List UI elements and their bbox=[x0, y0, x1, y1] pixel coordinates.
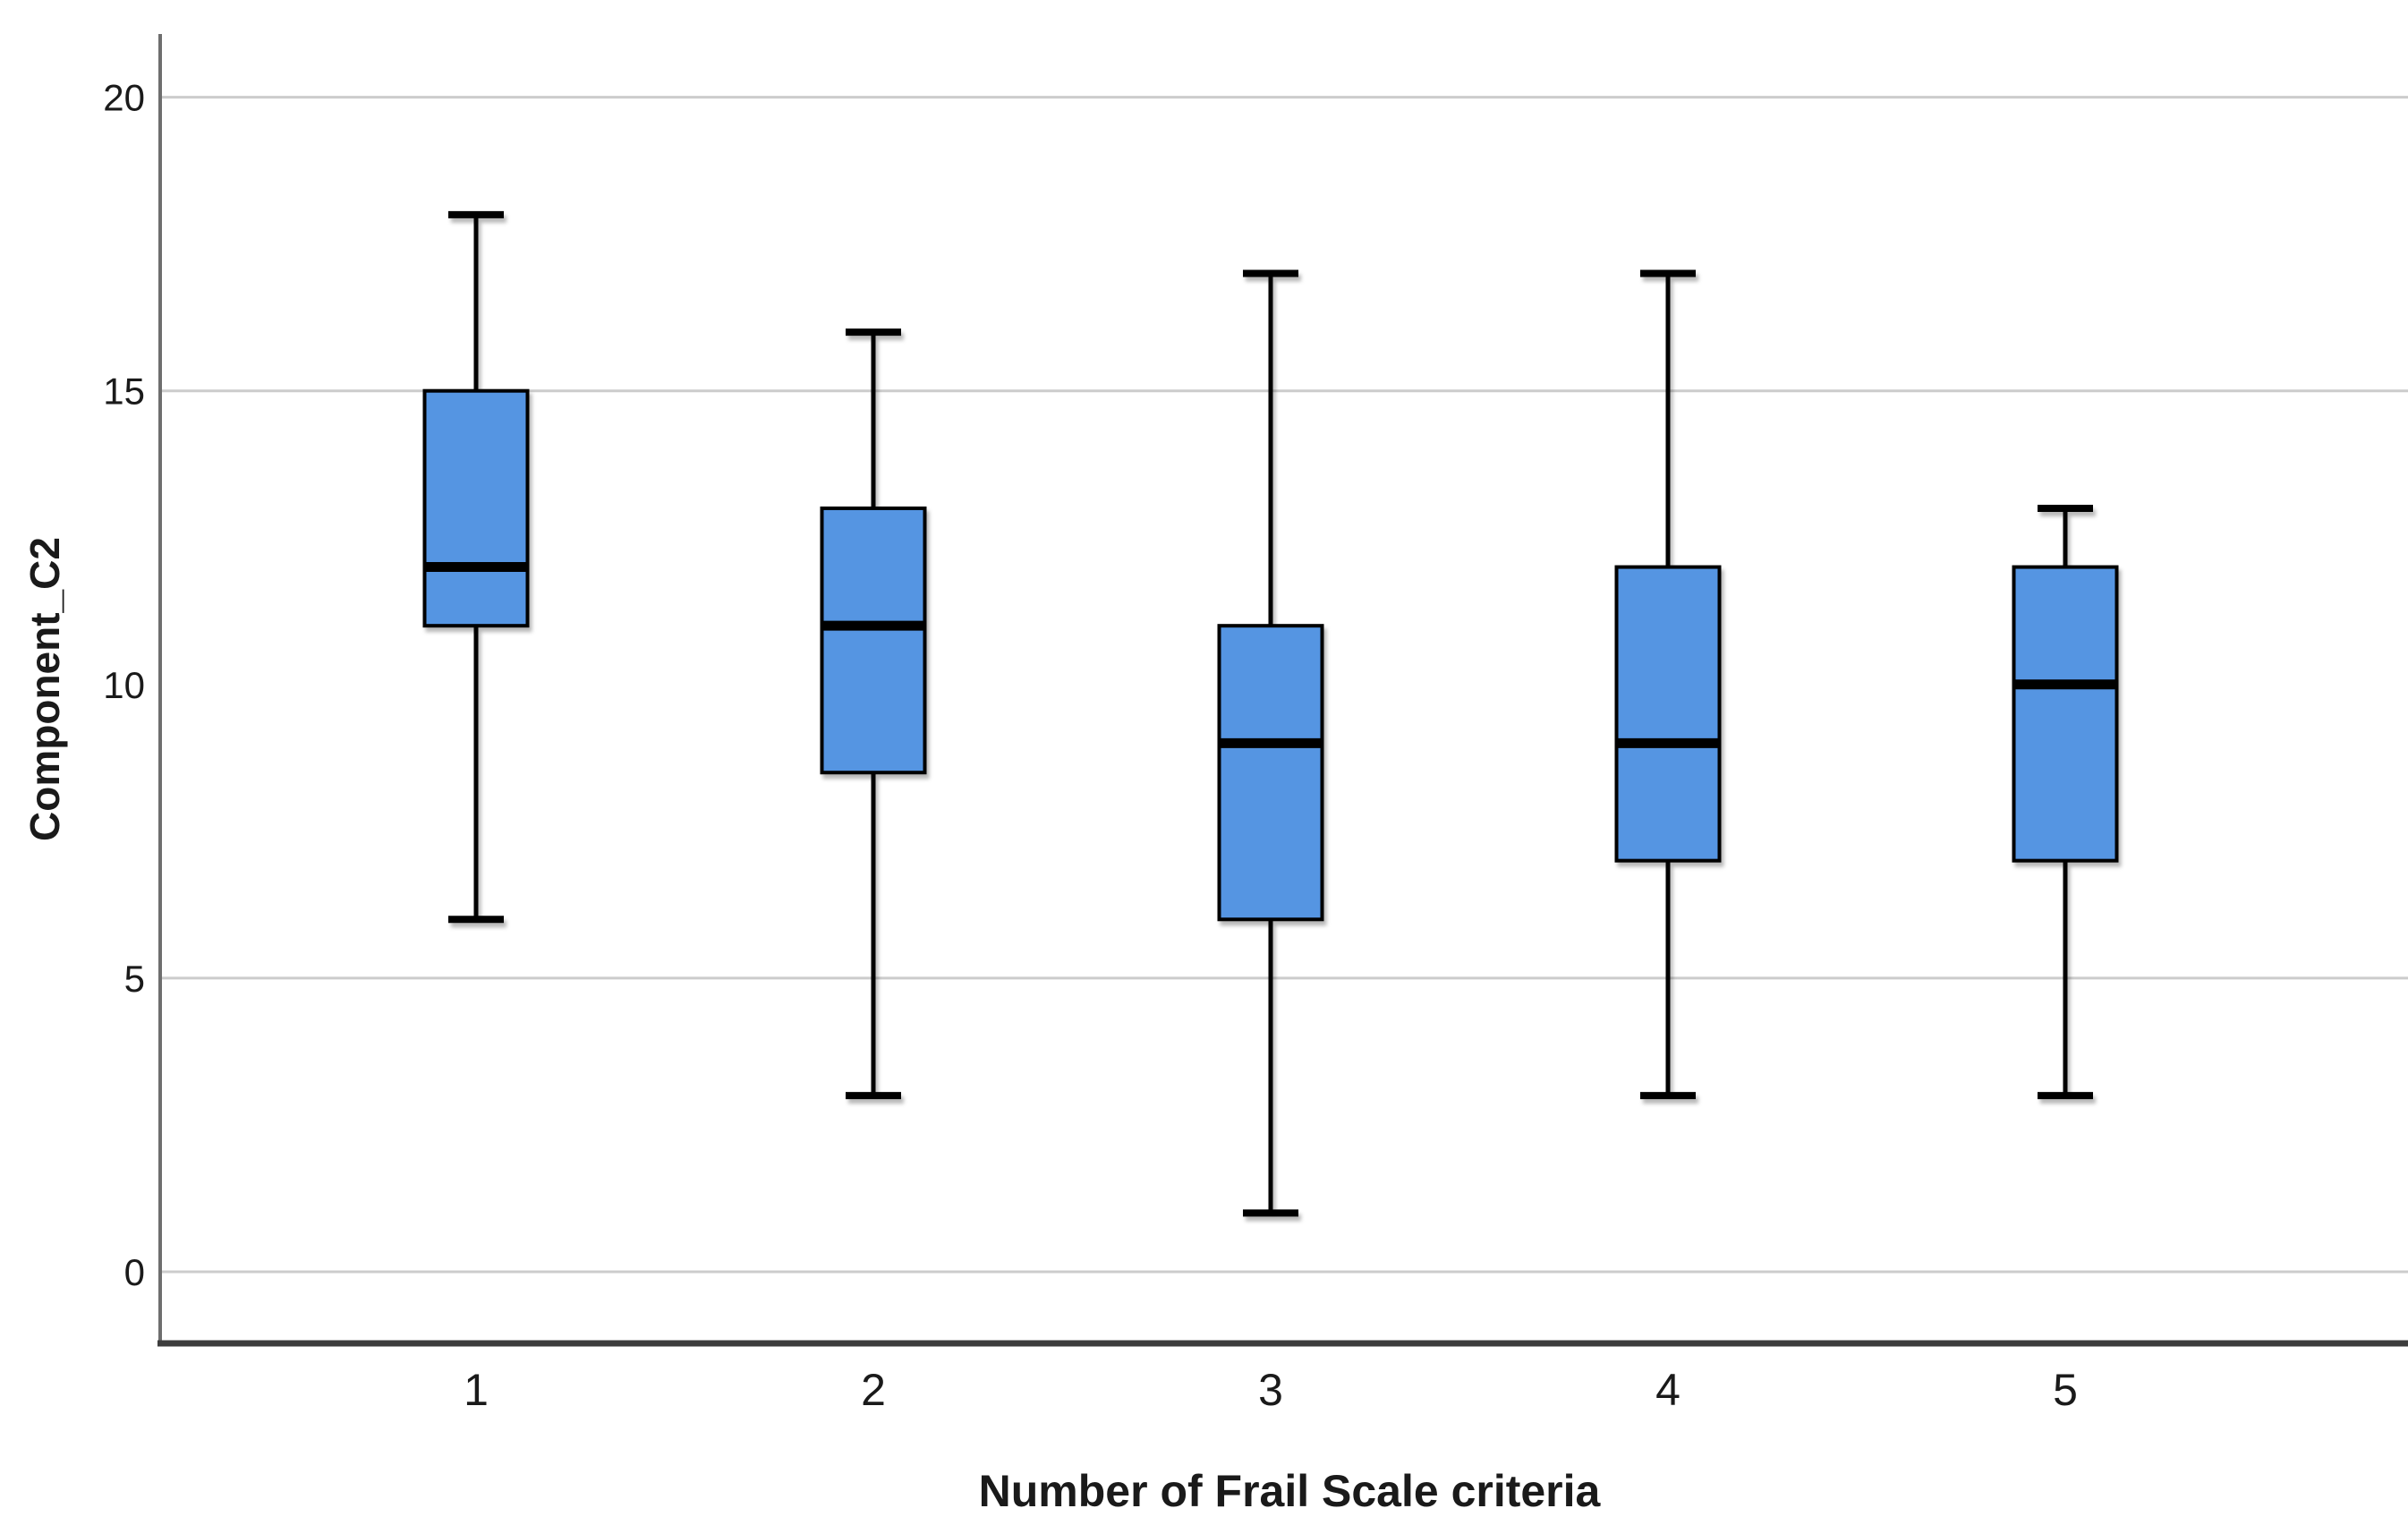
x-tick-label-2: 2 bbox=[861, 1365, 886, 1415]
x-axis-title: Number of Frail Scale criteria bbox=[979, 1466, 1602, 1516]
x-tick-label-5: 5 bbox=[2053, 1365, 2078, 1415]
iqr-box bbox=[820, 506, 927, 775]
tick-labels: 0 5 10 15 20 1 2 3 4 5 bbox=[103, 77, 2078, 1415]
gridlines bbox=[162, 96, 2408, 1274]
y-axis-title: Component_C2 bbox=[21, 537, 68, 841]
box-group-5 bbox=[2012, 504, 2119, 1100]
iqr-box bbox=[1217, 624, 1324, 922]
x-tick-label-3: 3 bbox=[1258, 1365, 1283, 1415]
box-series bbox=[422, 210, 2119, 1217]
box-group-1 bbox=[422, 210, 530, 924]
box-group-3 bbox=[1217, 269, 1324, 1217]
axes bbox=[157, 34, 2408, 1347]
iqr-box bbox=[422, 388, 530, 628]
iqr-box bbox=[1614, 565, 1722, 863]
iqr-box bbox=[2012, 565, 2119, 863]
y-tick-label-5: 5 bbox=[124, 958, 145, 1000]
y-tick-label-20: 20 bbox=[103, 77, 145, 119]
box-group-2 bbox=[820, 328, 927, 1100]
y-tick-label-10: 10 bbox=[103, 664, 145, 706]
box-group-4 bbox=[1614, 269, 1722, 1100]
x-tick-label-4: 4 bbox=[1655, 1365, 1680, 1415]
y-tick-label-0: 0 bbox=[124, 1251, 145, 1293]
x-tick-label-1: 1 bbox=[464, 1365, 489, 1415]
y-tick-label-15: 15 bbox=[103, 371, 145, 413]
